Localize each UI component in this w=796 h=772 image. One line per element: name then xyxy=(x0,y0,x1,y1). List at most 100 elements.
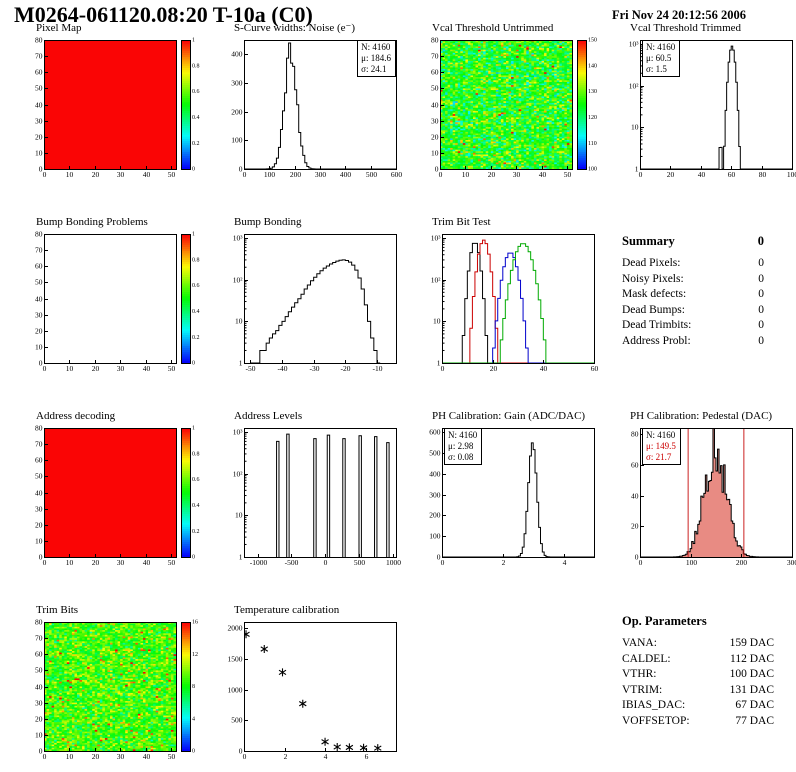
trim-bit-test-title: Trim Bit Test xyxy=(432,216,491,228)
bump-bonding-canvas xyxy=(212,229,404,379)
op-parameter-label: VOFFSETOP: xyxy=(622,714,690,727)
plot-trim-bits: Trim Bits xyxy=(14,604,210,772)
summary-value: 0 xyxy=(758,257,764,269)
summary-label: Noisy Pixels: xyxy=(622,272,684,285)
pixel-map-canvas xyxy=(14,35,206,185)
op-parameter-row: VTHR: 100 DAC xyxy=(622,667,774,683)
address-levels-canvas xyxy=(212,423,404,573)
summary-row: Noisy Pixels: 0 xyxy=(622,272,764,288)
op-parameter-row: VTRIM: 131 DAC xyxy=(622,683,774,699)
op-parameter-row: CALDEL: 112 DAC xyxy=(622,652,774,668)
ph-pedestal-stats-box: N: 4160 μ: 149.5 σ: 21.7 xyxy=(642,428,681,465)
op-parameters-title: Op. Parameters xyxy=(622,614,707,628)
plot-temp-calibration: Temperature calibration xyxy=(212,604,408,772)
address-decoding-canvas xyxy=(14,423,206,573)
op-parameter-row: IBIAS_DAC: 67 DAC xyxy=(622,698,774,714)
ph-pedestal-stat-sigma: σ: 21.7 xyxy=(646,452,672,462)
trim-bit-test-canvas xyxy=(410,229,602,379)
plot-bump-problems: Bump Bonding Problems xyxy=(14,216,210,386)
scurve-noise-title: S-Curve widths: Noise (e⁻) xyxy=(234,22,355,34)
summary-title: Summary xyxy=(622,234,675,248)
bump-problems-canvas xyxy=(14,229,206,379)
vcal-trimmed-stat-sigma: σ: 1.5 xyxy=(646,64,667,74)
plot-bump-bonding: Bump Bonding xyxy=(212,216,408,386)
summary-label: Dead Trimbits: xyxy=(622,319,692,331)
summary-label: Dead Bumps: xyxy=(622,303,685,316)
ph-gain-stat-n: N: 4160 xyxy=(448,430,478,440)
ph-pedestal-title: PH Calibration: Pedestal (DAC) xyxy=(630,410,773,422)
timestamp: Fri Nov 24 20:12:56 2006 xyxy=(612,8,747,22)
op-parameter-row: VOFFSETOP: 77 DAC xyxy=(622,714,774,730)
ph-gain-stat-sigma: σ: 0.08 xyxy=(448,452,474,462)
op-parameter-value: 159 DAC xyxy=(729,637,774,649)
summary-value: 0 xyxy=(758,334,764,347)
summary-value: 0 xyxy=(758,319,764,331)
scurve-noise-stat-sigma: σ: 24.1 xyxy=(361,64,387,74)
op-parameters-panel: Op. Parameters VANA: 159 DAC CALDEL: 112 DA… xyxy=(622,614,774,729)
vcal-untrimmed-canvas xyxy=(410,35,602,185)
ph-gain-title: PH Calibration: Gain (ADC/DAC) xyxy=(432,410,586,422)
bump-bonding-title: Bump Bonding xyxy=(234,216,302,228)
op-parameter-label: CALDEL: xyxy=(622,652,671,665)
scurve-noise-stats-box: N: 4160 μ: 184.6 σ: 24.1 xyxy=(357,40,396,77)
summary-row: Dead Bumps: 0 xyxy=(622,303,764,319)
summary-row: Dead Pixels: 0 xyxy=(622,256,764,272)
op-parameter-value: 131 DAC xyxy=(729,683,774,696)
bump-problems-title: Bump Bonding Problems xyxy=(36,216,148,228)
op-parameter-label: VTHR: xyxy=(622,668,657,680)
op-parameters-rows: VANA: 159 DAC CALDEL: 112 DAC VTHR: 100 DAC VT… xyxy=(622,636,774,729)
summary-label: Mask defects: xyxy=(622,288,687,300)
op-parameter-value: 77 DAC xyxy=(735,714,774,727)
plot-pixel-map: Pixel Map xyxy=(14,22,210,192)
trim-bits-canvas xyxy=(14,617,206,767)
plot-address-levels: Address Levels xyxy=(212,410,408,580)
summary-panel: Summary 0 Dead Pixels: 0 Noisy Pixels: 0 Mas… xyxy=(622,234,764,349)
pixel-map-title: Pixel Map xyxy=(36,22,82,34)
page-title: M0264-061120.08:20 T-10a (C0) xyxy=(14,2,313,27)
plot-address-decoding: Address decoding xyxy=(14,410,210,580)
plot-trim-bit-test: Trim Bit Test xyxy=(410,216,606,386)
op-parameter-label: IBIAS_DAC: xyxy=(622,699,686,711)
scurve-noise-stat-mu: μ: 184.6 xyxy=(361,53,391,63)
ph-pedestal-stat-n: N: 4160 xyxy=(646,430,676,440)
scurve-noise-stat-n: N: 4160 xyxy=(361,42,391,52)
plot-vcal-trimmed: Vcal Threshold Trimmed N: 4160 μ: 60.5 σ: 1… xyxy=(608,22,796,192)
ph-pedestal-canvas xyxy=(608,423,796,573)
address-levels-title: Address Levels xyxy=(234,410,303,422)
vcal-trimmed-canvas xyxy=(608,35,796,185)
op-parameter-label: VTRIM: xyxy=(622,683,663,696)
ph-gain-canvas xyxy=(410,423,602,573)
summary-row: Dead Trimbits: 0 xyxy=(622,318,764,334)
summary-rows: Dead Pixels: 0 Noisy Pixels: 0 Mask defects:… xyxy=(622,256,764,349)
op-parameters-header: Op. Parameters xyxy=(622,614,774,629)
summary-label: Dead Pixels: xyxy=(622,257,681,269)
ph-gain-stat-mu: μ: 2.98 xyxy=(448,441,474,451)
summary-label: Address Probl: xyxy=(622,334,691,347)
summary-value: 0 xyxy=(758,288,764,300)
vcal-trimmed-stat-mu: μ: 60.5 xyxy=(646,53,672,63)
summary-row: Mask defects: 0 xyxy=(622,287,764,303)
vcal-trimmed-title: Vcal Threshold Trimmed xyxy=(630,22,742,34)
summary-value: 0 xyxy=(758,272,764,285)
summary-value: 0 xyxy=(758,303,764,316)
plot-vcal-untrimmed: Vcal Threshold Untrimmed xyxy=(410,22,606,192)
summary-row: Address Probl: 0 xyxy=(622,334,764,350)
trim-bits-title: Trim Bits xyxy=(36,604,79,616)
op-parameter-value: 67 DAC xyxy=(735,699,774,711)
summary-total: 0 xyxy=(757,234,764,248)
plot-ph-gain: PH Calibration: Gain (ADC/DAC) N: 4160 μ: … xyxy=(410,410,606,580)
op-parameter-label: VANA: xyxy=(622,637,657,649)
temp-calibration-canvas xyxy=(212,617,404,767)
address-decoding-title: Address decoding xyxy=(36,410,116,422)
vcal-untrimmed-title: Vcal Threshold Untrimmed xyxy=(432,22,554,34)
ph-pedestal-stat-mu: μ: 149.5 xyxy=(646,441,676,451)
ph-gain-stats-box: N: 4160 μ: 2.98 σ: 0.08 xyxy=(444,428,483,465)
summary-header: Summary 0 xyxy=(622,234,764,249)
op-parameter-row: VANA: 159 DAC xyxy=(622,636,774,652)
plot-ph-pedestal: PH Calibration: Pedestal (DAC) N: 4160 μ: … xyxy=(608,410,796,580)
vcal-trimmed-stats-box: N: 4160 μ: 60.5 σ: 1.5 xyxy=(642,40,681,77)
temp-calibration-title: Temperature calibration xyxy=(234,604,340,616)
op-parameter-value: 112 DAC xyxy=(730,652,774,665)
plot-scurve-noise: S-Curve widths: Noise (e⁻) N: 4160 μ: 184.… xyxy=(212,22,408,192)
